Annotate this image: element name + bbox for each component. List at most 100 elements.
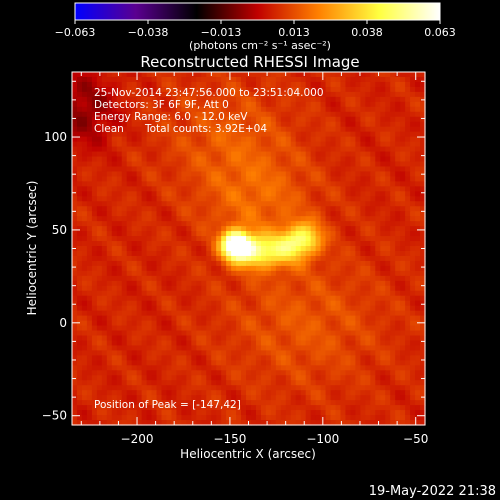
heatmap-cell: [260, 101, 267, 108]
heatmap-cell: [315, 365, 322, 371]
heatmap-cell: [106, 216, 113, 222]
heatmap-cell: [265, 310, 272, 317]
heatmap-cell: [186, 116, 192, 123]
heatmap-cell: [196, 186, 202, 192]
heatmap-cell: [86, 156, 93, 163]
heatmap-cell: [320, 171, 327, 178]
heatmap-cell: [275, 385, 282, 391]
heatmap-cell: [345, 255, 352, 262]
heatmap-cell: [91, 300, 98, 307]
heatmap-cell: [211, 365, 217, 371]
heatmap-cell: [141, 136, 148, 143]
heatmap-cell: [310, 250, 317, 257]
heatmap-cell: [161, 385, 168, 391]
heatmap-cell: [325, 290, 332, 297]
heatmap-cell: [141, 385, 148, 391]
heatmap-cell: [211, 410, 217, 416]
heatmap-cell: [260, 76, 267, 83]
heatmap-cell: [176, 106, 182, 113]
heatmap-cell: [365, 395, 371, 401]
heatmap-cell: [295, 270, 302, 277]
heatmap-cell: [305, 255, 312, 262]
heatmap-cell: [390, 300, 396, 307]
heatmap-cell: [330, 91, 337, 98]
heatmap-cell: [206, 375, 212, 381]
heatmap-cell: [101, 260, 108, 267]
heatmap-cell: [206, 156, 212, 163]
heatmap-cell: [131, 76, 138, 83]
heatmap-cell: [221, 196, 227, 202]
heatmap-cell: [410, 415, 416, 421]
heatmap-cell: [101, 315, 108, 322]
heatmap-cell: [405, 226, 411, 232]
heatmap-cell: [236, 101, 242, 108]
heatmap-cell: [211, 360, 217, 366]
heatmap-cell: [86, 250, 93, 257]
heatmap-cell: [420, 350, 426, 356]
heatmap-cell: [325, 151, 332, 158]
heatmap-cell: [201, 171, 207, 178]
heatmap-cell: [310, 191, 317, 197]
heatmap-cell: [101, 255, 108, 262]
heatmap-cell: [380, 216, 386, 222]
heatmap-cell: [236, 360, 242, 366]
heatmap-cell: [310, 365, 317, 371]
heatmap-cell: [141, 300, 148, 307]
heatmap-cell: [91, 101, 98, 108]
heatmap-cell: [375, 345, 381, 352]
heatmap-cell: [131, 320, 138, 327]
heatmap-cell: [236, 330, 242, 337]
heatmap-cell: [335, 76, 342, 83]
heatmap-cell: [320, 156, 327, 163]
heatmap-cell: [181, 315, 187, 322]
heatmap-cell: [385, 320, 391, 327]
heatmap-cell: [280, 131, 287, 138]
heatmap-cell: [330, 156, 337, 163]
colorbar-tick-label: −0.038: [128, 26, 169, 39]
heatmap-cell: [355, 246, 361, 252]
heatmap-cell: [181, 415, 187, 421]
heatmap-cell: [161, 370, 168, 376]
heatmap-cell: [320, 250, 327, 257]
heatmap-cell: [166, 231, 173, 237]
heatmap-cell: [161, 400, 168, 406]
heatmap-cell: [226, 390, 232, 396]
heatmap-cell: [156, 415, 163, 421]
heatmap-cell: [385, 86, 391, 93]
heatmap-cell: [246, 191, 252, 197]
heatmap-cell: [156, 315, 163, 322]
heatmap-cell: [96, 370, 103, 376]
heatmap-cell: [405, 231, 411, 237]
heatmap-cell: [270, 310, 277, 317]
heatmap-cell: [111, 280, 118, 287]
heatmap-cell: [400, 355, 406, 361]
heatmap-cell: [126, 345, 133, 352]
heatmap-cell: [285, 191, 292, 197]
heatmap-cell: [191, 196, 197, 202]
heatmap-cell: [355, 330, 361, 337]
heatmap-cell: [420, 295, 426, 302]
heatmap-cell: [260, 241, 267, 247]
heatmap-cell: [255, 186, 262, 192]
heatmap-cell: [290, 340, 297, 347]
heatmap-cell: [390, 231, 396, 237]
heatmap-cell: [181, 285, 187, 292]
heatmap-cell: [345, 76, 352, 83]
heatmap-cell: [360, 151, 366, 158]
heatmap-cell: [285, 166, 292, 173]
heatmap-cell: [255, 415, 262, 421]
heatmap-cell: [325, 106, 332, 113]
heatmap-cell: [241, 305, 247, 312]
heatmap-cell: [315, 146, 322, 153]
heatmap-cell: [211, 415, 217, 421]
heatmap-cell: [255, 275, 262, 282]
heatmap-cell: [151, 191, 158, 197]
heatmap-cell: [395, 405, 401, 411]
heatmap-cell: [91, 380, 98, 386]
heatmap-cell: [395, 246, 401, 252]
heatmap-cell: [385, 141, 391, 148]
heatmap-cell: [196, 390, 202, 396]
heatmap-cell: [315, 385, 322, 391]
heatmap-cell: [355, 405, 361, 411]
heatmap-cell: [295, 365, 302, 371]
